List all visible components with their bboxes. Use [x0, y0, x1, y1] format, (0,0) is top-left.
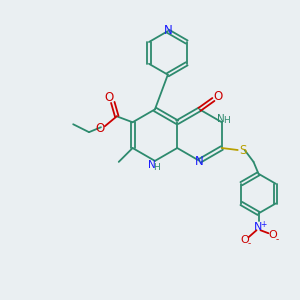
- Text: -: -: [276, 235, 279, 244]
- Text: H: H: [224, 116, 230, 125]
- Text: +: +: [260, 220, 267, 229]
- Text: N: N: [148, 160, 156, 170]
- Text: H: H: [154, 163, 160, 172]
- Text: O: O: [104, 91, 113, 104]
- Text: O: O: [268, 230, 277, 240]
- Text: S: S: [239, 143, 246, 157]
- Text: O: O: [214, 90, 223, 103]
- Text: O: O: [240, 235, 249, 245]
- Text: N: N: [254, 222, 263, 232]
- Text: N: N: [195, 155, 204, 168]
- Text: O: O: [95, 122, 104, 135]
- Text: N: N: [164, 24, 172, 37]
- Text: N: N: [217, 114, 225, 124]
- Text: -: -: [248, 240, 251, 249]
